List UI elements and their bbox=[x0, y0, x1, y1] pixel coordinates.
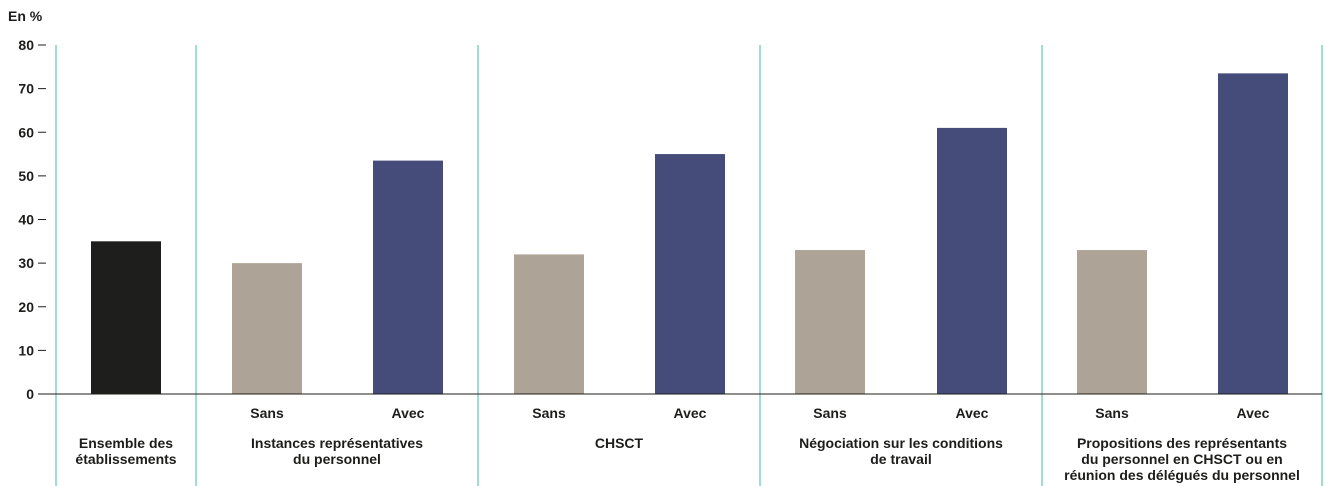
group-label: Instances représentatives du personnel bbox=[251, 435, 423, 467]
group-separators bbox=[55, 45, 1323, 486]
bar-sans bbox=[1077, 250, 1147, 394]
y-tick-label: 30 bbox=[18, 255, 34, 271]
y-tick-label: 40 bbox=[18, 212, 34, 228]
bar-category-label: Sans bbox=[813, 405, 847, 421]
group-label: Propositions des représentants du personn… bbox=[1064, 435, 1300, 483]
group-label: CHSCT bbox=[595, 435, 644, 451]
y-tick-label: 60 bbox=[18, 124, 34, 140]
bar-ensemble bbox=[91, 241, 161, 394]
y-tick-label: 50 bbox=[18, 168, 34, 184]
bar-avec bbox=[373, 160, 443, 394]
group-label: Négociation sur les conditions de travail bbox=[799, 435, 1003, 467]
bar-category-label: Sans bbox=[532, 405, 566, 421]
y-tick-label: 20 bbox=[18, 299, 34, 315]
y-tick-label: 0 bbox=[26, 386, 34, 402]
y-unit-label: En % bbox=[8, 8, 43, 24]
bar-avec bbox=[1218, 73, 1288, 394]
y-tick-label: 70 bbox=[18, 81, 34, 97]
bar-category-label: Avec bbox=[392, 405, 425, 421]
bar-category-label: Sans bbox=[250, 405, 284, 421]
bar-sans bbox=[232, 263, 302, 394]
bar-avec bbox=[937, 127, 1007, 394]
bar-category-label: Sans bbox=[1095, 405, 1129, 421]
group-labels: Ensemble des établissements Instances repr… bbox=[75, 435, 1299, 483]
bars bbox=[91, 73, 1288, 394]
bar-sans bbox=[795, 250, 865, 394]
bar-category-label: Avec bbox=[1237, 405, 1270, 421]
bar-avec bbox=[655, 154, 725, 394]
y-tick-label: 10 bbox=[18, 342, 34, 358]
bar-sans bbox=[514, 254, 584, 394]
bar-category-label: Avec bbox=[956, 405, 989, 421]
bar-category-label: Avec bbox=[674, 405, 707, 421]
bar-category-labels: Sans Avec Sans Avec Sans Avec Sans Avec bbox=[250, 405, 1269, 421]
y-axis-ticks: 0 10 20 30 40 50 60 70 80 bbox=[18, 37, 46, 402]
group-label: Ensemble des établissements bbox=[75, 435, 176, 467]
y-tick-label: 80 bbox=[18, 37, 34, 53]
